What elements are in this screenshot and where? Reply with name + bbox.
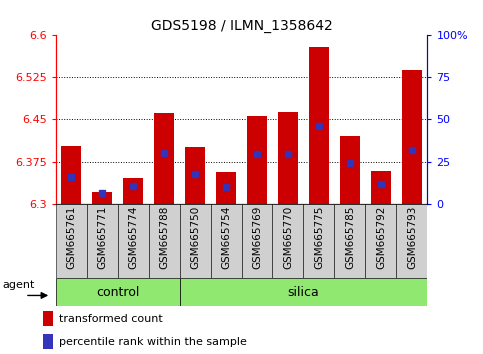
Bar xyxy=(309,47,329,204)
Bar xyxy=(272,204,303,278)
Bar xyxy=(56,278,180,306)
Text: percentile rank within the sample: percentile rank within the sample xyxy=(59,337,247,347)
Bar xyxy=(117,204,149,278)
Text: GSM665771: GSM665771 xyxy=(97,206,107,269)
Bar xyxy=(340,136,360,204)
Text: GSM665793: GSM665793 xyxy=(407,206,417,269)
Bar xyxy=(154,113,174,204)
Bar xyxy=(185,148,205,204)
Text: GSM665769: GSM665769 xyxy=(252,206,262,269)
Text: GSM665788: GSM665788 xyxy=(159,206,169,269)
Text: GSM665785: GSM665785 xyxy=(345,206,355,269)
Bar xyxy=(43,311,53,326)
Text: GSM665774: GSM665774 xyxy=(128,206,138,269)
Bar xyxy=(216,172,236,204)
Bar xyxy=(247,115,267,204)
Bar xyxy=(366,204,397,278)
Text: agent: agent xyxy=(3,280,35,290)
Bar xyxy=(211,204,242,278)
Bar xyxy=(43,334,53,349)
Bar xyxy=(242,204,272,278)
Text: control: control xyxy=(96,286,139,298)
Bar xyxy=(180,278,427,306)
Text: GSM665770: GSM665770 xyxy=(283,206,293,269)
Bar xyxy=(371,171,391,204)
Text: silica: silica xyxy=(287,286,319,298)
Bar xyxy=(397,204,427,278)
Text: transformed count: transformed count xyxy=(59,314,163,324)
Bar xyxy=(149,204,180,278)
Bar xyxy=(86,204,117,278)
Text: GSM665754: GSM665754 xyxy=(221,206,231,269)
Bar xyxy=(334,204,366,278)
Bar xyxy=(123,178,143,204)
Bar xyxy=(56,204,86,278)
Text: GSM665792: GSM665792 xyxy=(376,206,386,269)
Bar xyxy=(402,70,422,204)
Bar xyxy=(303,204,334,278)
Bar xyxy=(180,204,211,278)
Text: GSM665775: GSM665775 xyxy=(314,206,324,269)
Bar xyxy=(278,112,298,204)
Bar xyxy=(92,192,112,204)
Bar xyxy=(61,146,81,204)
Text: GSM665750: GSM665750 xyxy=(190,206,200,269)
Title: GDS5198 / ILMN_1358642: GDS5198 / ILMN_1358642 xyxy=(151,19,332,33)
Text: GSM665761: GSM665761 xyxy=(66,206,76,269)
